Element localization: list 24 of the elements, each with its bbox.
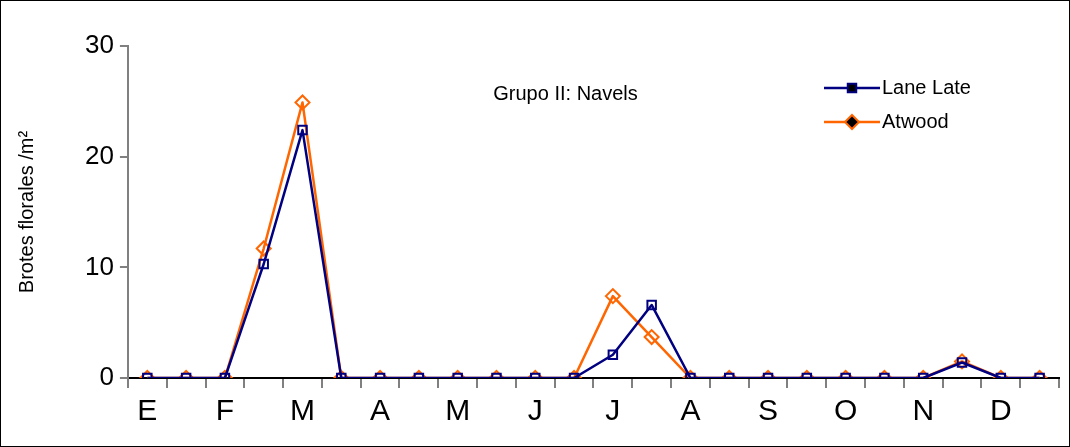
y-tick-label: 0	[99, 361, 114, 392]
x-tick-label: M	[290, 393, 315, 427]
x-tick-label: O	[833, 393, 858, 427]
legend-label: Atwood	[882, 109, 949, 132]
y-tick-label: 10	[85, 250, 114, 281]
point	[297, 124, 308, 136]
y-axis-title: Brotes florales /m²	[14, 130, 37, 294]
y-tick-label: 20	[85, 139, 114, 170]
y-tick-label: 30	[85, 29, 114, 60]
x-tick-label: E	[137, 393, 158, 427]
x-tick-label: A	[370, 393, 391, 427]
annotation: Grupo II: Navels	[493, 81, 638, 104]
legend-label: Lane Late	[882, 75, 971, 98]
x-tick-label: D	[989, 393, 1012, 427]
x-tick-label: N	[912, 393, 935, 427]
x-tick-label: J	[527, 393, 543, 427]
point	[294, 94, 311, 111]
x-tick-label: S	[758, 393, 779, 427]
x-tick-label: J	[605, 393, 621, 427]
x-tick-label: M	[445, 393, 471, 427]
point	[258, 258, 269, 270]
point	[255, 240, 272, 257]
x-tick-label: A	[680, 393, 701, 427]
x-tick-label: F	[215, 393, 235, 427]
